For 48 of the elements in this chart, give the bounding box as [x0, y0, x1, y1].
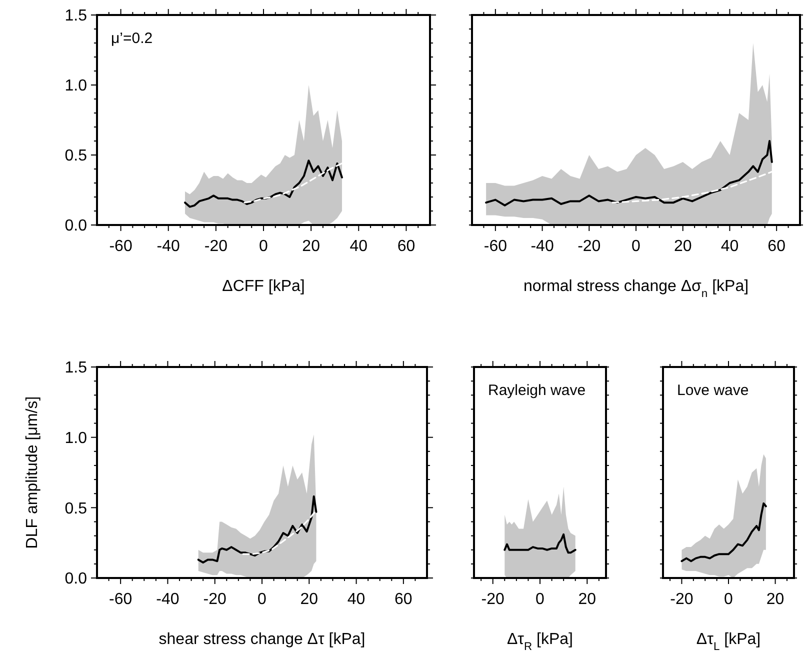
annotation: Rayleigh wave [488, 382, 586, 399]
x-axis-title: Δτ$_{L}$ [kPa] [696, 631, 761, 653]
x-axis-title: normal stress change Δσ$_{n}$ [kPa] [523, 278, 749, 300]
y-axis-title: DLF amplitude [μm/s] [24, 396, 41, 549]
x-tick-label: 20 [302, 238, 320, 255]
x-tick-label: -40 [530, 238, 554, 255]
y-tick-label: 1.0 [64, 430, 88, 447]
x-tick-label: 20 [300, 591, 318, 608]
x-tick-label: -60 [109, 591, 132, 608]
x-tick-label: -20 [481, 591, 505, 608]
x-tick-label: 0 [258, 591, 267, 608]
x-tick-label: -40 [156, 238, 180, 255]
x-tick-label: 20 [578, 591, 596, 608]
line-series [242, 510, 318, 555]
annotation: μ’=0.2 [111, 30, 153, 47]
x-axis-title: shear stress change Δτ [kPa] [158, 631, 366, 648]
x-tick-label: -20 [203, 591, 227, 608]
y-tick-label: 0.5 [64, 148, 88, 165]
x-tick-label: 40 [347, 591, 366, 608]
line-series [184, 160, 343, 208]
x-tick-label: -40 [156, 591, 180, 608]
y-tick-label: 1.5 [64, 8, 88, 25]
x-axis-title: ΔCFF [kPa] [222, 278, 305, 295]
x-tick-label: 40 [720, 238, 739, 255]
annotation: Love wave [677, 382, 749, 399]
x-tick-label: -60 [484, 238, 508, 255]
x-tick-label: 0 [724, 591, 734, 608]
x-tick-label: 0 [632, 238, 641, 255]
x-tick-label: -20 [670, 591, 694, 608]
x-tick-label: 20 [766, 591, 784, 608]
y-tick-label: 0.0 [64, 570, 88, 588]
x-axis-title: Δτ$_{R}$ [kPa] [506, 631, 574, 653]
y-tick-label: 0.5 [64, 500, 88, 518]
y-tick-label: 1.0 [64, 78, 88, 95]
x-tick-label: 0 [259, 238, 268, 255]
line-series [244, 162, 343, 204]
x-tick-label: 0 [536, 591, 545, 608]
y-tick-label: 1.5 [64, 360, 88, 377]
x-tick-label: 60 [397, 238, 416, 255]
x-tick-label: 60 [768, 238, 786, 255]
y-tick-label: 0.0 [64, 218, 88, 235]
x-tick-label: 60 [394, 591, 412, 608]
x-tick-label: 40 [350, 238, 368, 255]
x-tick-label: -20 [578, 238, 601, 255]
line-series [197, 495, 318, 564]
x-tick-label: -20 [204, 238, 228, 255]
x-tick-label: -60 [109, 238, 132, 255]
x-tick-label: 20 [674, 238, 692, 255]
